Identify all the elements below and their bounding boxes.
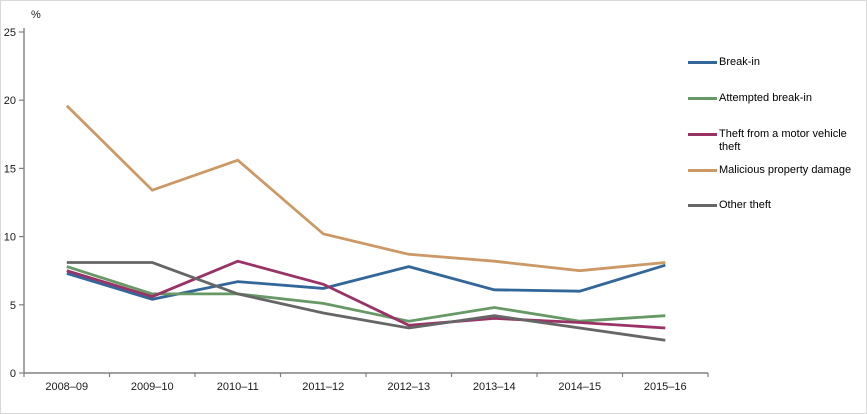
legend-swatch-line (688, 133, 717, 136)
legend-item-label: Malicious property damage (719, 164, 852, 176)
x-tick-label: 2011–12 (302, 381, 344, 393)
x-tick-label: 2014–15 (558, 381, 601, 393)
y-axis-unit-label: % (31, 9, 41, 21)
legend: Break-in Attempted break-in Theft from a… (688, 56, 866, 235)
legend-item-label: Other theft (719, 199, 771, 211)
legend-swatch-line (688, 204, 717, 207)
legend-swatch-line (688, 169, 717, 172)
x-tick-label: 2008–09 (45, 381, 88, 393)
x-tick-label: 2012–13 (387, 381, 430, 393)
series-line-break-in (66, 263, 666, 301)
series-line-theft-from-a-motor-vehicle-theft (66, 259, 666, 330)
legend-item-label: Attempted break-in (719, 92, 812, 104)
y-tick-label: 15 (4, 163, 16, 175)
x-tick-label: 2010–11 (217, 381, 259, 393)
y-tick-label: 10 (4, 232, 16, 244)
legend-swatch-line (688, 97, 717, 100)
x-tick-label: 2013–14 (473, 381, 516, 393)
y-tick-label: 25 (4, 27, 16, 39)
series-line-attempted-break-in (66, 265, 666, 323)
legend-item: Theft from a motor vehicle theft (688, 128, 866, 154)
legend-item: Break-in (688, 56, 866, 69)
y-tick-label: 20 (4, 95, 16, 107)
x-tick-label: 2015–16 (644, 381, 687, 393)
legend-swatch-line (688, 61, 717, 64)
legend-item: Malicious property damage (688, 164, 866, 177)
y-tick-label: 5 (10, 300, 16, 312)
x-tick-label: 2009–10 (131, 381, 174, 393)
series-line-other-theft (66, 261, 666, 342)
legend-item: Attempted break-in (688, 92, 866, 105)
legend-item: Other theft (688, 199, 866, 212)
series-line-malicious-property-damage (65, 104, 666, 273)
legend-item-label: Break-in (719, 56, 760, 68)
y-tick-label: 0 (10, 368, 16, 380)
legend-item-label: Theft from a motor vehicle theft (719, 128, 847, 153)
